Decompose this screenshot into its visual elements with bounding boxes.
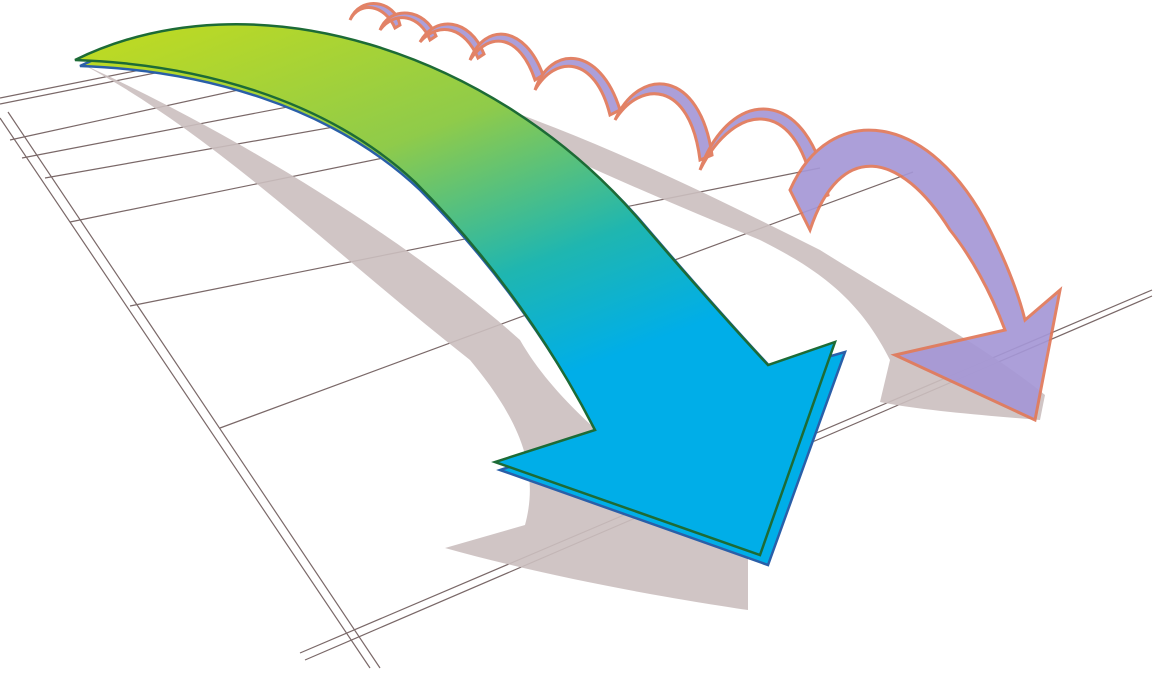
big-arrow-outline (74, 23, 838, 557)
bouncing-arrows (348, 2, 1063, 423)
big-arrow (74, 23, 848, 567)
